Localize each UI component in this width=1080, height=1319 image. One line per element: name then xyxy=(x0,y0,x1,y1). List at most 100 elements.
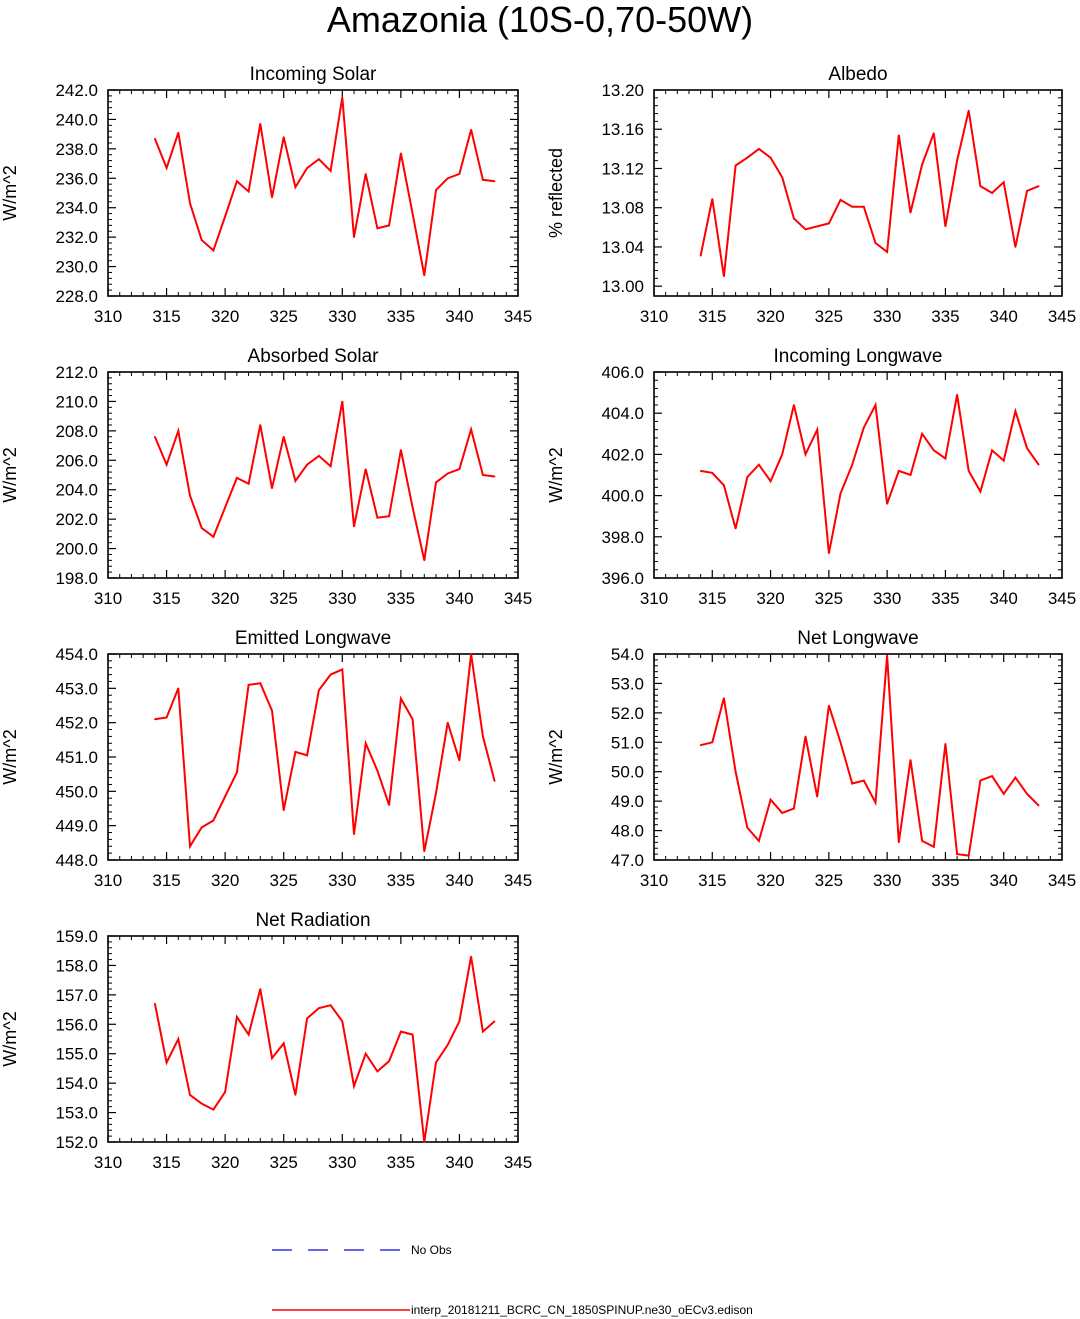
x-tick-label: 340 xyxy=(990,871,1018,890)
series-line-incoming-longwave xyxy=(700,394,1040,554)
data-point xyxy=(200,1102,203,1105)
data-point xyxy=(699,254,702,257)
data-point xyxy=(1037,185,1040,187)
data-point xyxy=(458,173,461,175)
data-point xyxy=(839,492,842,495)
data-point xyxy=(956,853,958,855)
data-point xyxy=(318,689,320,691)
panel-absorbed-solar: Absorbed Solar W/m^2 310 315 320 325 330 335 340… xyxy=(0,346,532,608)
x-tick-label: 340 xyxy=(445,589,473,608)
data-point xyxy=(318,455,320,457)
data-point xyxy=(482,474,484,476)
data-point xyxy=(165,1061,168,1064)
series-line-emitted-longwave xyxy=(154,653,496,852)
x-tick-label: 335 xyxy=(387,307,415,326)
data-point xyxy=(247,190,250,193)
y-tick-label: 202.0 xyxy=(55,510,98,529)
data-point xyxy=(259,988,262,990)
data-point xyxy=(816,795,818,798)
data-point xyxy=(329,170,332,172)
data-point xyxy=(446,1044,449,1046)
data-point xyxy=(758,840,760,842)
data-point xyxy=(236,180,238,183)
y-tick-label: 400.0 xyxy=(601,487,644,506)
data-point xyxy=(839,199,842,201)
x-tick-label: 330 xyxy=(328,307,356,326)
data-point xyxy=(793,404,795,406)
y-tick-label: 453.0 xyxy=(55,679,98,698)
panel-net-longwave: Net Longwave W/m^2 310 315 320 325 330 335 340 34… xyxy=(546,628,1076,890)
x-tick-label: 325 xyxy=(270,307,298,326)
y-axis-label: W/m^2 xyxy=(546,447,566,502)
y-axis-label: W/m^2 xyxy=(0,165,20,220)
data-point xyxy=(458,1020,461,1023)
y-tick-label: 232.0 xyxy=(55,228,98,247)
data-point xyxy=(364,1052,367,1055)
data-point xyxy=(863,205,865,208)
data-point xyxy=(247,1033,250,1036)
y-tick-label: 47.0 xyxy=(611,851,644,870)
data-point xyxy=(400,1030,402,1033)
data-point xyxy=(388,804,390,806)
data-point xyxy=(294,1094,297,1096)
x-tick-label: 315 xyxy=(152,1153,180,1172)
data-point xyxy=(1014,246,1017,248)
x-tick-label: 310 xyxy=(640,589,668,608)
data-point xyxy=(804,735,807,738)
x-tick-label: 310 xyxy=(94,1153,122,1172)
data-point xyxy=(482,178,484,181)
data-point xyxy=(470,428,472,431)
plot-frame xyxy=(653,371,1063,579)
x-tick-label: 340 xyxy=(445,307,473,326)
x-tick-label: 315 xyxy=(152,589,180,608)
data-point xyxy=(967,854,970,857)
data-point xyxy=(839,741,842,744)
data-point xyxy=(851,463,853,466)
x-tick-label: 345 xyxy=(1048,589,1076,608)
data-point xyxy=(956,159,958,162)
y-tick-label: 52.0 xyxy=(611,704,644,723)
y-tick-label: 54.0 xyxy=(611,645,644,664)
data-point xyxy=(364,468,367,470)
data-point xyxy=(306,463,308,466)
y-tick-label: 212.0 xyxy=(55,363,98,382)
y-tick-label: 398.0 xyxy=(601,528,644,547)
data-point xyxy=(224,1091,226,1093)
data-point xyxy=(177,687,180,690)
data-point xyxy=(781,176,784,179)
data-point xyxy=(224,215,226,218)
x-tick-label: 320 xyxy=(211,307,239,326)
data-point xyxy=(224,506,226,509)
data-point xyxy=(423,1141,426,1143)
series-line-net-radiation xyxy=(153,956,496,1143)
data-point xyxy=(400,697,402,700)
data-point xyxy=(734,770,737,773)
data-point xyxy=(769,480,772,482)
data-point xyxy=(828,222,830,225)
data-point xyxy=(353,833,355,836)
data-point xyxy=(200,239,203,241)
x-tick-label: 345 xyxy=(504,589,532,608)
x-tick-label: 335 xyxy=(931,589,959,608)
data-point xyxy=(723,484,725,487)
x-tick-label: 345 xyxy=(504,307,532,326)
y-tick-label: 402.0 xyxy=(601,445,644,464)
data-point xyxy=(341,400,344,403)
y-tick-label: 153.0 xyxy=(55,1104,98,1123)
x-tick-label: 310 xyxy=(640,871,668,890)
y-tick-label: 51.0 xyxy=(611,733,644,752)
data-point xyxy=(435,189,437,191)
data-point xyxy=(898,841,900,844)
data-point xyxy=(1026,792,1028,795)
data-point xyxy=(411,212,414,215)
data-point xyxy=(909,211,912,214)
y-tick-label: 198.0 xyxy=(55,569,98,588)
data-point xyxy=(165,716,168,719)
data-point xyxy=(874,404,877,406)
data-point xyxy=(189,202,191,205)
y-tick-label: 406.0 xyxy=(601,363,644,382)
data-point xyxy=(1014,410,1017,412)
data-point xyxy=(200,527,203,529)
data-point xyxy=(318,158,320,160)
panel-title: Incoming Solar xyxy=(250,64,377,85)
